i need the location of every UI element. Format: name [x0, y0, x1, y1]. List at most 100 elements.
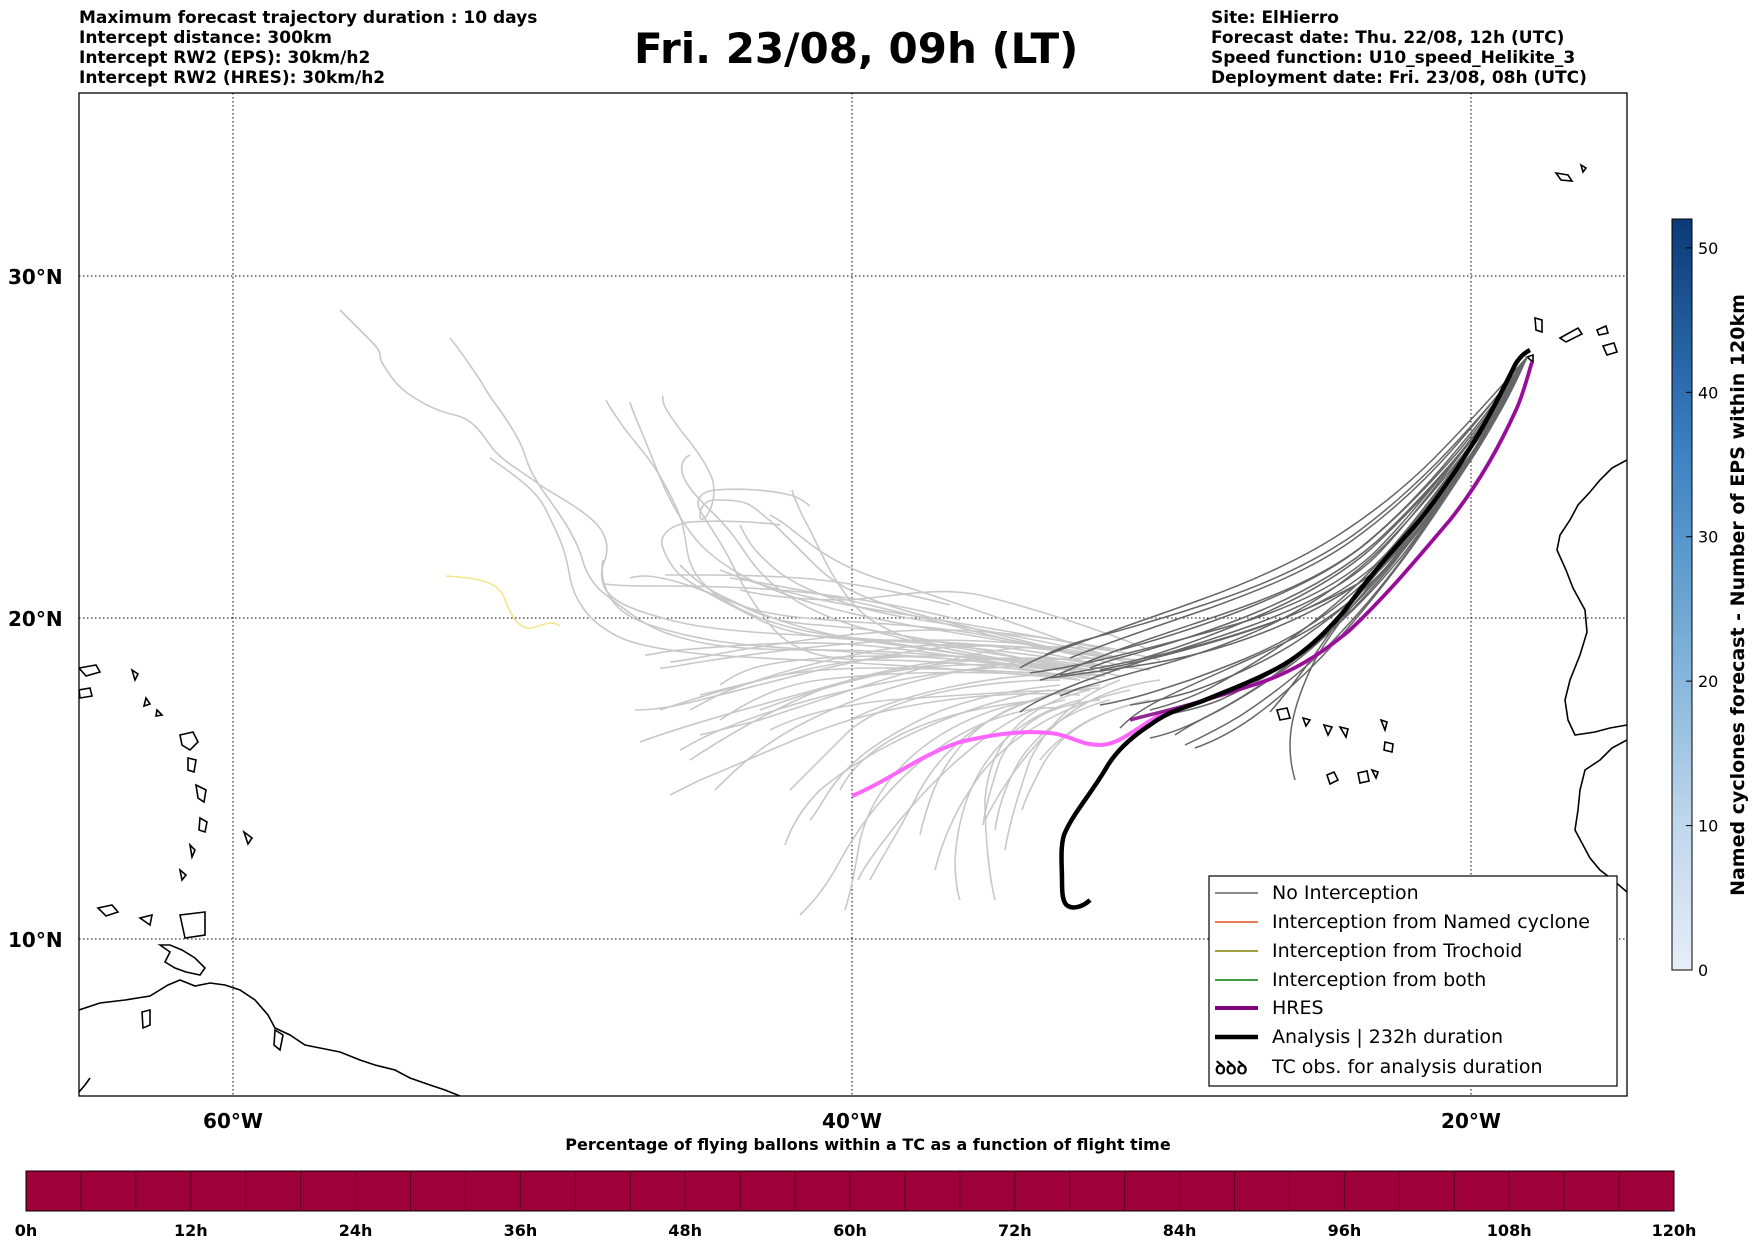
bottom-colorbar-tick-label: 60h: [833, 1221, 867, 1240]
legend-label: Analysis | 232h duration: [1272, 1026, 1503, 1048]
lon-label-40w: 40°W: [822, 1109, 882, 1133]
eps-track: [1089, 356, 1528, 669]
eps-track: [769, 514, 1121, 661]
map-border: [78, 92, 1628, 1097]
eps-track: [1039, 356, 1528, 681]
colorbar-tick-label: 20: [1698, 672, 1718, 691]
eps-track: [679, 664, 1151, 751]
bottom-colorbar-tick-label: 120h: [1652, 1221, 1697, 1240]
info-line: Intercept distance: 300km: [79, 28, 332, 48]
colorbar-tick-label: 50: [1698, 239, 1718, 258]
legend-label: No Interception: [1272, 882, 1419, 904]
colorbar-gradient: [1671, 218, 1693, 971]
eps-track: [789, 679, 1061, 791]
island: [1579, 163, 1588, 174]
canary-island: [1595, 324, 1610, 336]
eps-track: [739, 524, 1131, 661]
el-hierro: [1525, 353, 1534, 364]
eps-track: [839, 699, 1041, 791]
eps-track: [1069, 356, 1528, 659]
bottom-colorbar-tick-label: 96h: [1328, 1221, 1362, 1240]
island: [1554, 171, 1574, 182]
cape-verde-island: [1379, 718, 1388, 733]
eps-track: [1184, 356, 1528, 746]
island: [273, 1028, 284, 1052]
page-title: Fri. 23/08, 09h (LT): [634, 24, 1079, 73]
bottom-colorbar-tick-label: 72h: [998, 1221, 1032, 1240]
lat-label-10n: 10°N: [8, 928, 63, 952]
island: [138, 913, 154, 927]
named-cyclones-colorbar: 0 10 20 30 40 50 Named cyclones forecast - Nu…: [1671, 218, 1749, 980]
island: [155, 708, 164, 717]
legend-label: Interception from Named cyclone: [1272, 911, 1590, 933]
st-lucia: [198, 816, 208, 834]
eps-track: [629, 401, 1121, 661]
eps-track: [994, 699, 1111, 831]
coast-fragment: [79, 1077, 91, 1093]
axis-labels: 30°N 20°N 10°N 60°W 40°W 20°W: [8, 265, 1501, 1133]
eps-track: [809, 684, 1061, 821]
island: [142, 696, 152, 708]
eps-track: [799, 707, 1061, 916]
legend-label: HRES: [1272, 997, 1324, 1019]
cape-verde-island: [1357, 770, 1370, 784]
yellow-eps-track: [445, 575, 561, 629]
cape-verde-island: [1338, 725, 1349, 740]
south-america-coast: [79, 979, 461, 1096]
hurricane-symbol-icon: ꝺꝺꝺ: [1215, 1058, 1248, 1079]
bottom-colorbar-tick-label: 36h: [504, 1221, 538, 1240]
eps-track: [784, 689, 1051, 846]
cape-verde-island: [1275, 707, 1292, 721]
eps-track: [954, 699, 1081, 901]
guadeloupe: [179, 731, 199, 752]
eps-track: [739, 589, 1151, 651]
eps-track: [719, 655, 1081, 686]
trinidad-island: [179, 911, 206, 939]
eps-track: [1119, 356, 1528, 651]
eps-track: [661, 395, 1061, 651]
eps-track: [699, 667, 1091, 696]
africa-coast: [1556, 459, 1627, 736]
colorbar-tick-label: 0: [1698, 961, 1708, 980]
colorbar-tick-label: 40: [1698, 383, 1718, 402]
eps-track: [982, 699, 1101, 826]
eps-track: [769, 689, 1091, 731]
st-vincent: [188, 842, 196, 860]
info-line: Intercept RW2 (HRES): 30km/h2: [79, 68, 386, 88]
bottom-colorbar-tick-label: 84h: [1163, 1221, 1197, 1240]
cape-verde-island: [1370, 768, 1380, 781]
eps-track: [1039, 704, 1131, 761]
eps-track: [919, 687, 1101, 836]
island: [79, 664, 102, 677]
eps-track: [669, 692, 1081, 796]
run-info-left: Maximum forecast trajectory duration : 1…: [79, 8, 537, 88]
bottom-colorbar-tick-label: 12h: [174, 1221, 208, 1240]
gran-canaria: [1601, 342, 1619, 356]
eps-track: [605, 399, 1101, 676]
eps-track: [680, 454, 1081, 673]
info-line: Deployment date: Fri. 23/08, 08h (UTC): [1211, 68, 1587, 88]
africa-coast-south: [1574, 739, 1627, 893]
barbados: [242, 829, 254, 846]
eps-track: [1174, 356, 1528, 736]
coastlines: [79, 163, 1627, 1096]
island: [130, 668, 140, 683]
bottom-colorbar-tick-label: 48h: [668, 1221, 702, 1240]
eps-track: [339, 309, 1101, 666]
flight-time-colorbar: Percentage of flying ballons within a TC…: [15, 1135, 1697, 1240]
info-line: Speed function: U10_speed_Helikite_3: [1211, 48, 1576, 68]
eps-far-tracks: [339, 309, 1161, 916]
eps-track: [984, 679, 1161, 821]
cape-verde-island: [1322, 723, 1334, 737]
info-line: Intercept RW2 (EPS): 30km/h2: [79, 48, 371, 68]
lat-label-20n: 20°N: [8, 607, 63, 631]
island: [96, 904, 120, 917]
legend-box: [1208, 875, 1618, 1087]
lon-label-20w: 20°W: [1441, 1109, 1501, 1133]
eps-track: [1004, 679, 1121, 851]
tenerife: [1558, 326, 1584, 343]
colorbar-tick-label: 10: [1698, 817, 1718, 836]
eps-track: [934, 689, 1131, 871]
eps-track: [697, 488, 1101, 681]
